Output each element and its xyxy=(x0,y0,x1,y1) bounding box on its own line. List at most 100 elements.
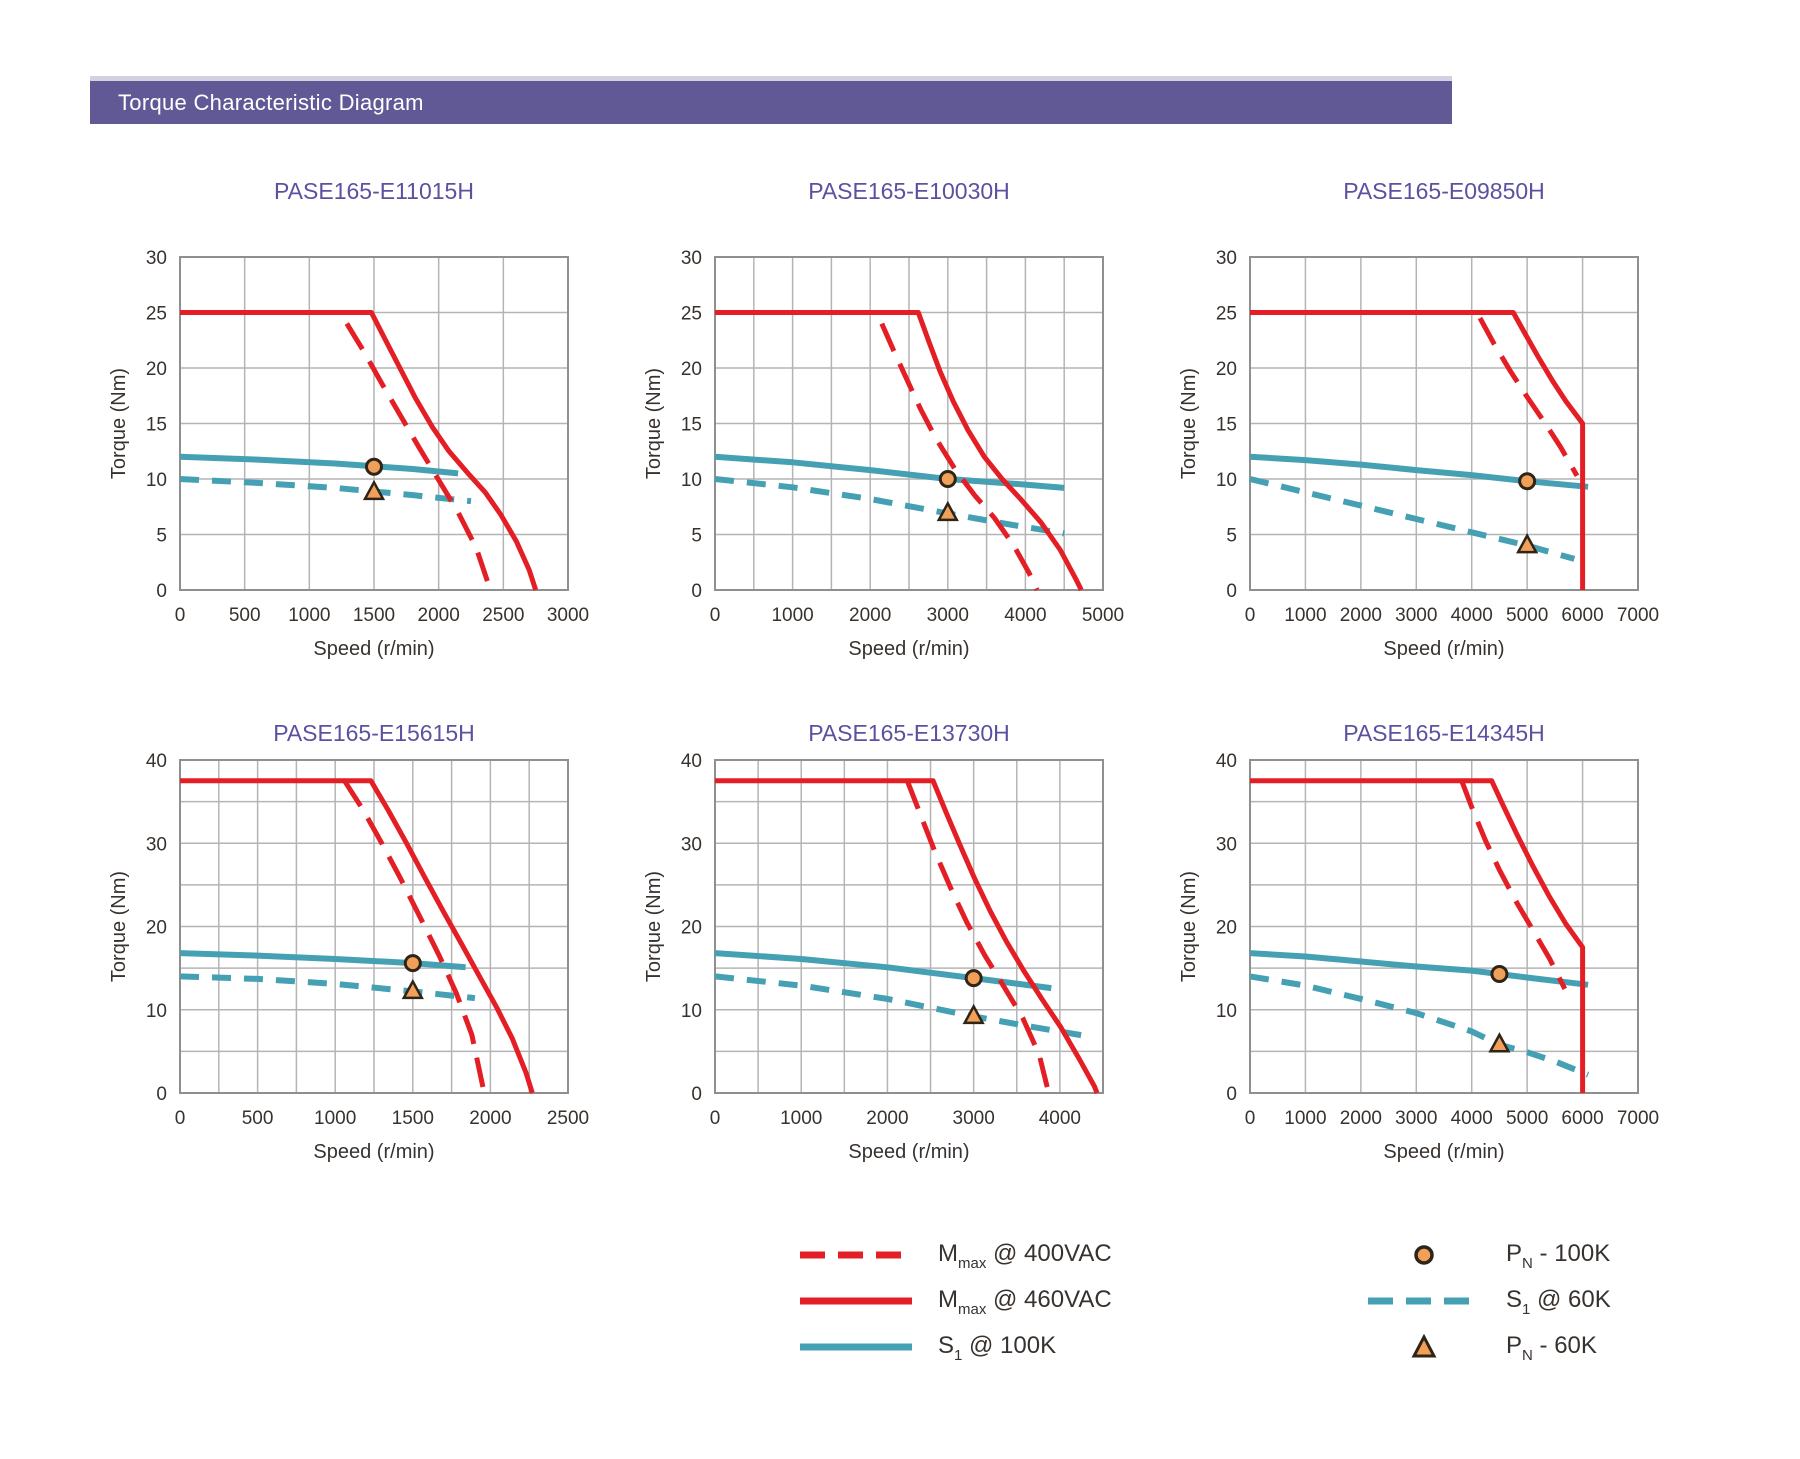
series-red-solid xyxy=(180,310,539,591)
legend-item: PN - 100K xyxy=(1368,1232,1611,1278)
svg-text:2000: 2000 xyxy=(418,605,460,626)
svg-text:3000: 3000 xyxy=(547,605,589,626)
x-axis-label: Speed (r/min) xyxy=(313,638,434,660)
series-teal-dashed xyxy=(1249,973,1590,1078)
series-red-dashed xyxy=(344,322,493,591)
series-red-dashed xyxy=(1459,779,1568,991)
torque-chart-5: 0 1000 2000 3000 4000 0 10 20 30 40 Speed (r/min) T… xyxy=(643,752,1104,1163)
legend-label: S1 @ 60K xyxy=(1506,1285,1611,1319)
chart-title-6: PASE165-E14345H xyxy=(1343,720,1545,746)
red-solid-swatch xyxy=(800,1288,912,1314)
series-teal-dashed xyxy=(714,476,1065,537)
svg-text:5: 5 xyxy=(691,526,702,547)
svg-text:2500: 2500 xyxy=(482,605,524,626)
pn-100k-marker xyxy=(403,954,422,973)
svg-text:5: 5 xyxy=(1226,526,1237,547)
legend-item: PN - 60K xyxy=(1368,1324,1611,1370)
svg-text:10: 10 xyxy=(146,470,167,491)
svg-text:500: 500 xyxy=(229,605,261,626)
chart-title-3: PASE165-E09850H xyxy=(1343,178,1545,204)
svg-text:20: 20 xyxy=(681,359,702,380)
circle-swatch xyxy=(1368,1242,1480,1268)
svg-text:20: 20 xyxy=(1216,359,1237,380)
teal-solid-line-icon xyxy=(800,1343,912,1351)
series-red-dashed xyxy=(904,779,1052,1094)
svg-text:1000: 1000 xyxy=(288,605,330,626)
section-header-bar: Torque Characteristic Diagram xyxy=(90,76,1452,124)
pn-100k-marker xyxy=(938,470,957,488)
svg-text:2000: 2000 xyxy=(469,1108,511,1129)
svg-text:20: 20 xyxy=(1216,918,1237,939)
svg-text:4000: 4000 xyxy=(1451,605,1493,626)
series-teal-solid xyxy=(179,950,466,971)
series-teal-solid xyxy=(179,453,459,477)
legend-item: S1 @ 60K xyxy=(1368,1278,1611,1324)
svg-text:6000: 6000 xyxy=(1561,1108,1603,1129)
legend-item: Mmax @ 400VAC xyxy=(800,1232,1112,1278)
legend-item: Mmax @ 460VAC xyxy=(800,1278,1112,1324)
torque-chart-2: 0 1000 2000 3000 4000 5000 0 5 10 15 20 25 30 Speed (… xyxy=(643,249,1124,660)
svg-text:3000: 3000 xyxy=(1395,1108,1437,1129)
x-axis-label: Speed (r/min) xyxy=(1383,1141,1504,1163)
pn-60k-marker xyxy=(1516,532,1539,554)
svg-text:20: 20 xyxy=(681,918,702,939)
tick-labels: 0 500 1000 1500 2000 2500 0 10 20 30 40 xyxy=(146,752,589,1129)
svg-text:3000: 3000 xyxy=(1395,605,1437,626)
pn-100k-marker xyxy=(1518,472,1537,491)
red-solid-line-icon xyxy=(800,1297,912,1305)
svg-text:0: 0 xyxy=(175,605,186,626)
svg-text:20: 20 xyxy=(146,918,167,939)
y-axis-label: Torque (Nm) xyxy=(1178,368,1200,479)
svg-text:2000: 2000 xyxy=(849,605,891,626)
svg-text:25: 25 xyxy=(681,304,702,325)
chart-title-2: PASE165-E10030H xyxy=(808,178,1010,204)
x-axis-label: Speed (r/min) xyxy=(848,1141,969,1163)
grid xyxy=(179,759,569,1094)
pn-100k-marker xyxy=(1490,964,1509,983)
legend-label: Mmax @ 400VAC xyxy=(938,1239,1112,1273)
torque-chart-6: 0 1000 2000 3000 4000 5000 6000 7000 0 10 20 30 40 Sp… xyxy=(1178,752,1659,1163)
svg-text:7000: 7000 xyxy=(1617,605,1659,626)
svg-text:4000: 4000 xyxy=(1039,1108,1081,1129)
svg-text:4000: 4000 xyxy=(1004,605,1046,626)
pn-60k-marker-icon xyxy=(1411,1334,1437,1358)
grid xyxy=(1249,759,1639,1094)
legend-left: Mmax @ 400VAC Mmax @ 460VAC S1 @ 100K xyxy=(800,1232,1112,1370)
series-teal-solid xyxy=(1249,453,1589,490)
chart-title-5: PASE165-E13730H xyxy=(808,720,1010,746)
triangle-swatch xyxy=(1368,1334,1480,1360)
svg-text:40: 40 xyxy=(1216,752,1237,772)
svg-text:5000: 5000 xyxy=(1506,1108,1548,1129)
pn-60k-marker xyxy=(962,1003,985,1025)
svg-text:6000: 6000 xyxy=(1561,605,1603,626)
x-axis-label: Speed (r/min) xyxy=(848,638,969,660)
red-dashed-swatch xyxy=(800,1242,912,1268)
grid xyxy=(714,256,1104,591)
pn-60k-marker xyxy=(362,479,386,501)
svg-text:30: 30 xyxy=(1216,249,1237,269)
legend-label: PN - 60K xyxy=(1506,1331,1597,1365)
svg-text:20: 20 xyxy=(146,359,167,380)
svg-text:10: 10 xyxy=(681,1001,702,1022)
series-teal-solid xyxy=(1249,950,1589,988)
svg-text:2500: 2500 xyxy=(547,1108,589,1129)
svg-text:7000: 7000 xyxy=(1617,1108,1659,1129)
x-axis-label: Speed (r/min) xyxy=(1383,638,1504,660)
torque-chart-4: 0 500 1000 1500 2000 2500 0 10 20 30 40 Speed (r/mi… xyxy=(108,752,589,1163)
svg-text:3000: 3000 xyxy=(953,1108,995,1129)
grid xyxy=(179,256,569,591)
svg-text:2000: 2000 xyxy=(1340,1108,1382,1129)
red-dashed-line-icon xyxy=(800,1251,912,1259)
svg-text:15: 15 xyxy=(681,415,702,436)
series-red-solid xyxy=(1250,310,1586,590)
svg-text:0: 0 xyxy=(710,1108,721,1129)
svg-text:10: 10 xyxy=(146,1001,167,1022)
page-title: Torque Characteristic Diagram xyxy=(118,89,424,115)
svg-text:0: 0 xyxy=(175,1108,186,1129)
svg-text:30: 30 xyxy=(146,249,167,269)
teal-solid-swatch xyxy=(800,1334,912,1360)
legend-label: PN - 100K xyxy=(1506,1239,1611,1273)
y-axis-label: Torque (Nm) xyxy=(108,368,130,479)
svg-text:5000: 5000 xyxy=(1506,605,1548,626)
pn-60k-marker xyxy=(1488,1032,1511,1053)
